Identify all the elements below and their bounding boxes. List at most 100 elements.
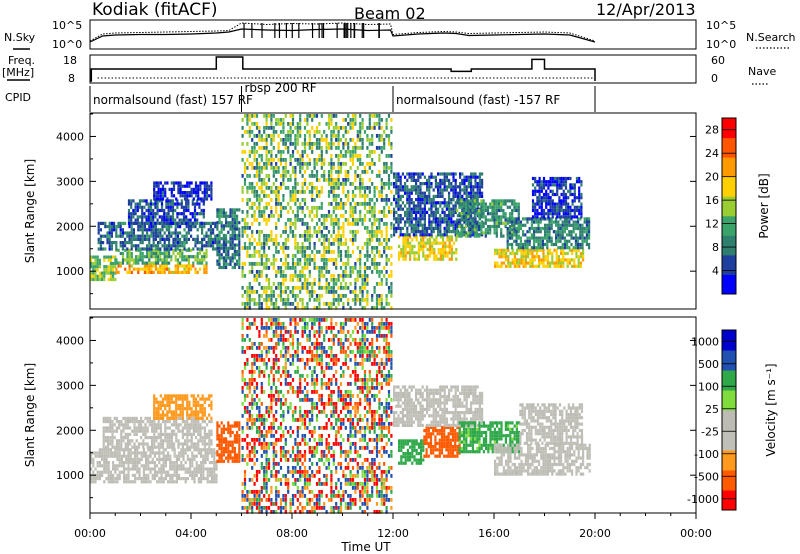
heat-cell	[575, 251, 578, 256]
heat-cell	[110, 241, 113, 245]
heat-cell	[361, 306, 364, 310]
heat-cell	[439, 194, 442, 198]
heat-cell	[359, 154, 362, 158]
heat-cell	[378, 126, 381, 130]
heat-cell	[575, 255, 578, 259]
heat-cell	[337, 278, 340, 282]
heat-cell	[359, 134, 362, 138]
heat-cell	[366, 294, 369, 298]
heat-cell	[361, 218, 364, 222]
heat-cell	[114, 448, 117, 452]
heat-cell	[107, 271, 110, 275]
heat-cell	[500, 261, 503, 265]
heat-cell	[430, 223, 433, 227]
heat-cell	[258, 282, 261, 286]
heat-cell	[342, 186, 345, 190]
heat-cell	[246, 298, 249, 302]
heat-cell	[282, 158, 285, 162]
heat-cell	[383, 214, 386, 218]
heat-cell	[511, 220, 514, 224]
heat-cell	[406, 251, 409, 255]
heat-cell	[145, 457, 148, 461]
heat-cell	[332, 230, 335, 234]
heat-cell	[161, 267, 164, 271]
heat-cell	[126, 241, 129, 245]
heat-cell	[121, 255, 125, 259]
heat-cell	[318, 138, 321, 142]
heat-cell	[516, 264, 519, 268]
heat-cell	[241, 158, 244, 162]
heat-cell	[174, 241, 177, 245]
heat-cell	[198, 202, 201, 206]
heat-cell	[165, 199, 168, 203]
heat-cell	[580, 212, 583, 216]
heat-cell	[516, 258, 519, 262]
heat-cell	[461, 172, 464, 176]
heat-cell	[287, 170, 290, 174]
heat-cell	[579, 223, 582, 227]
heat-cell	[159, 255, 162, 259]
heat-cell	[313, 130, 316, 134]
heat-cell	[206, 473, 209, 477]
heat-cell	[349, 306, 352, 310]
heat-cell	[152, 237, 155, 241]
heat-cell	[265, 294, 268, 298]
heat-cell	[154, 267, 157, 271]
heat-cell	[107, 461, 110, 465]
heat-cell	[275, 122, 278, 126]
heat-cell	[222, 240, 225, 244]
heat-cell	[301, 302, 304, 306]
heat-cell	[561, 223, 564, 227]
heat-cell	[359, 210, 362, 214]
heat-cell	[128, 248, 131, 252]
heat-cell	[361, 194, 364, 198]
heat-cell	[327, 302, 331, 306]
heat-cell	[356, 166, 359, 170]
heat-cell	[555, 230, 558, 234]
heat-cell	[325, 138, 328, 142]
heat-cell	[330, 134, 333, 138]
heat-cell	[115, 247, 118, 251]
heat-cell	[430, 185, 433, 189]
heat-cell	[294, 266, 297, 270]
heat-cell	[251, 254, 254, 258]
heat-cell	[478, 234, 481, 238]
heat-cell	[339, 214, 343, 218]
heat-cell	[296, 294, 299, 298]
heat-cell	[583, 230, 586, 234]
heat-cell	[233, 221, 236, 225]
heat-cell	[94, 268, 97, 272]
heat-cell	[183, 194, 187, 198]
heat-cell	[534, 205, 537, 209]
heat-cell	[359, 262, 362, 266]
heat-cell	[399, 204, 402, 208]
heat-cell	[284, 278, 287, 282]
heat-cell	[125, 461, 128, 465]
heat-cell	[190, 187, 193, 191]
heat-cell	[531, 205, 535, 209]
heat-cell	[255, 270, 259, 274]
heat-cell	[143, 225, 146, 229]
heat-cell	[371, 230, 374, 234]
heat-cell	[318, 306, 321, 310]
heat-cell	[152, 202, 155, 206]
heat-cell	[548, 230, 551, 234]
heat-cell	[513, 230, 516, 234]
heat-cell	[303, 146, 307, 150]
heat-cell	[327, 282, 331, 286]
heat-cell	[467, 212, 470, 216]
heat-cell	[135, 261, 138, 265]
heat-cell	[478, 221, 481, 225]
heat-cell	[294, 242, 297, 246]
heat-cell	[368, 218, 371, 222]
heat-cell	[128, 270, 131, 274]
heat-cell	[131, 480, 134, 484]
heat-cell	[272, 258, 275, 262]
heat-cell	[181, 264, 184, 268]
heat-cell	[127, 454, 130, 458]
heat-cell	[118, 477, 121, 481]
heat-cell	[191, 215, 194, 219]
heat-cell	[406, 201, 409, 205]
heat-cell	[265, 166, 268, 170]
heat-cell	[213, 473, 216, 477]
